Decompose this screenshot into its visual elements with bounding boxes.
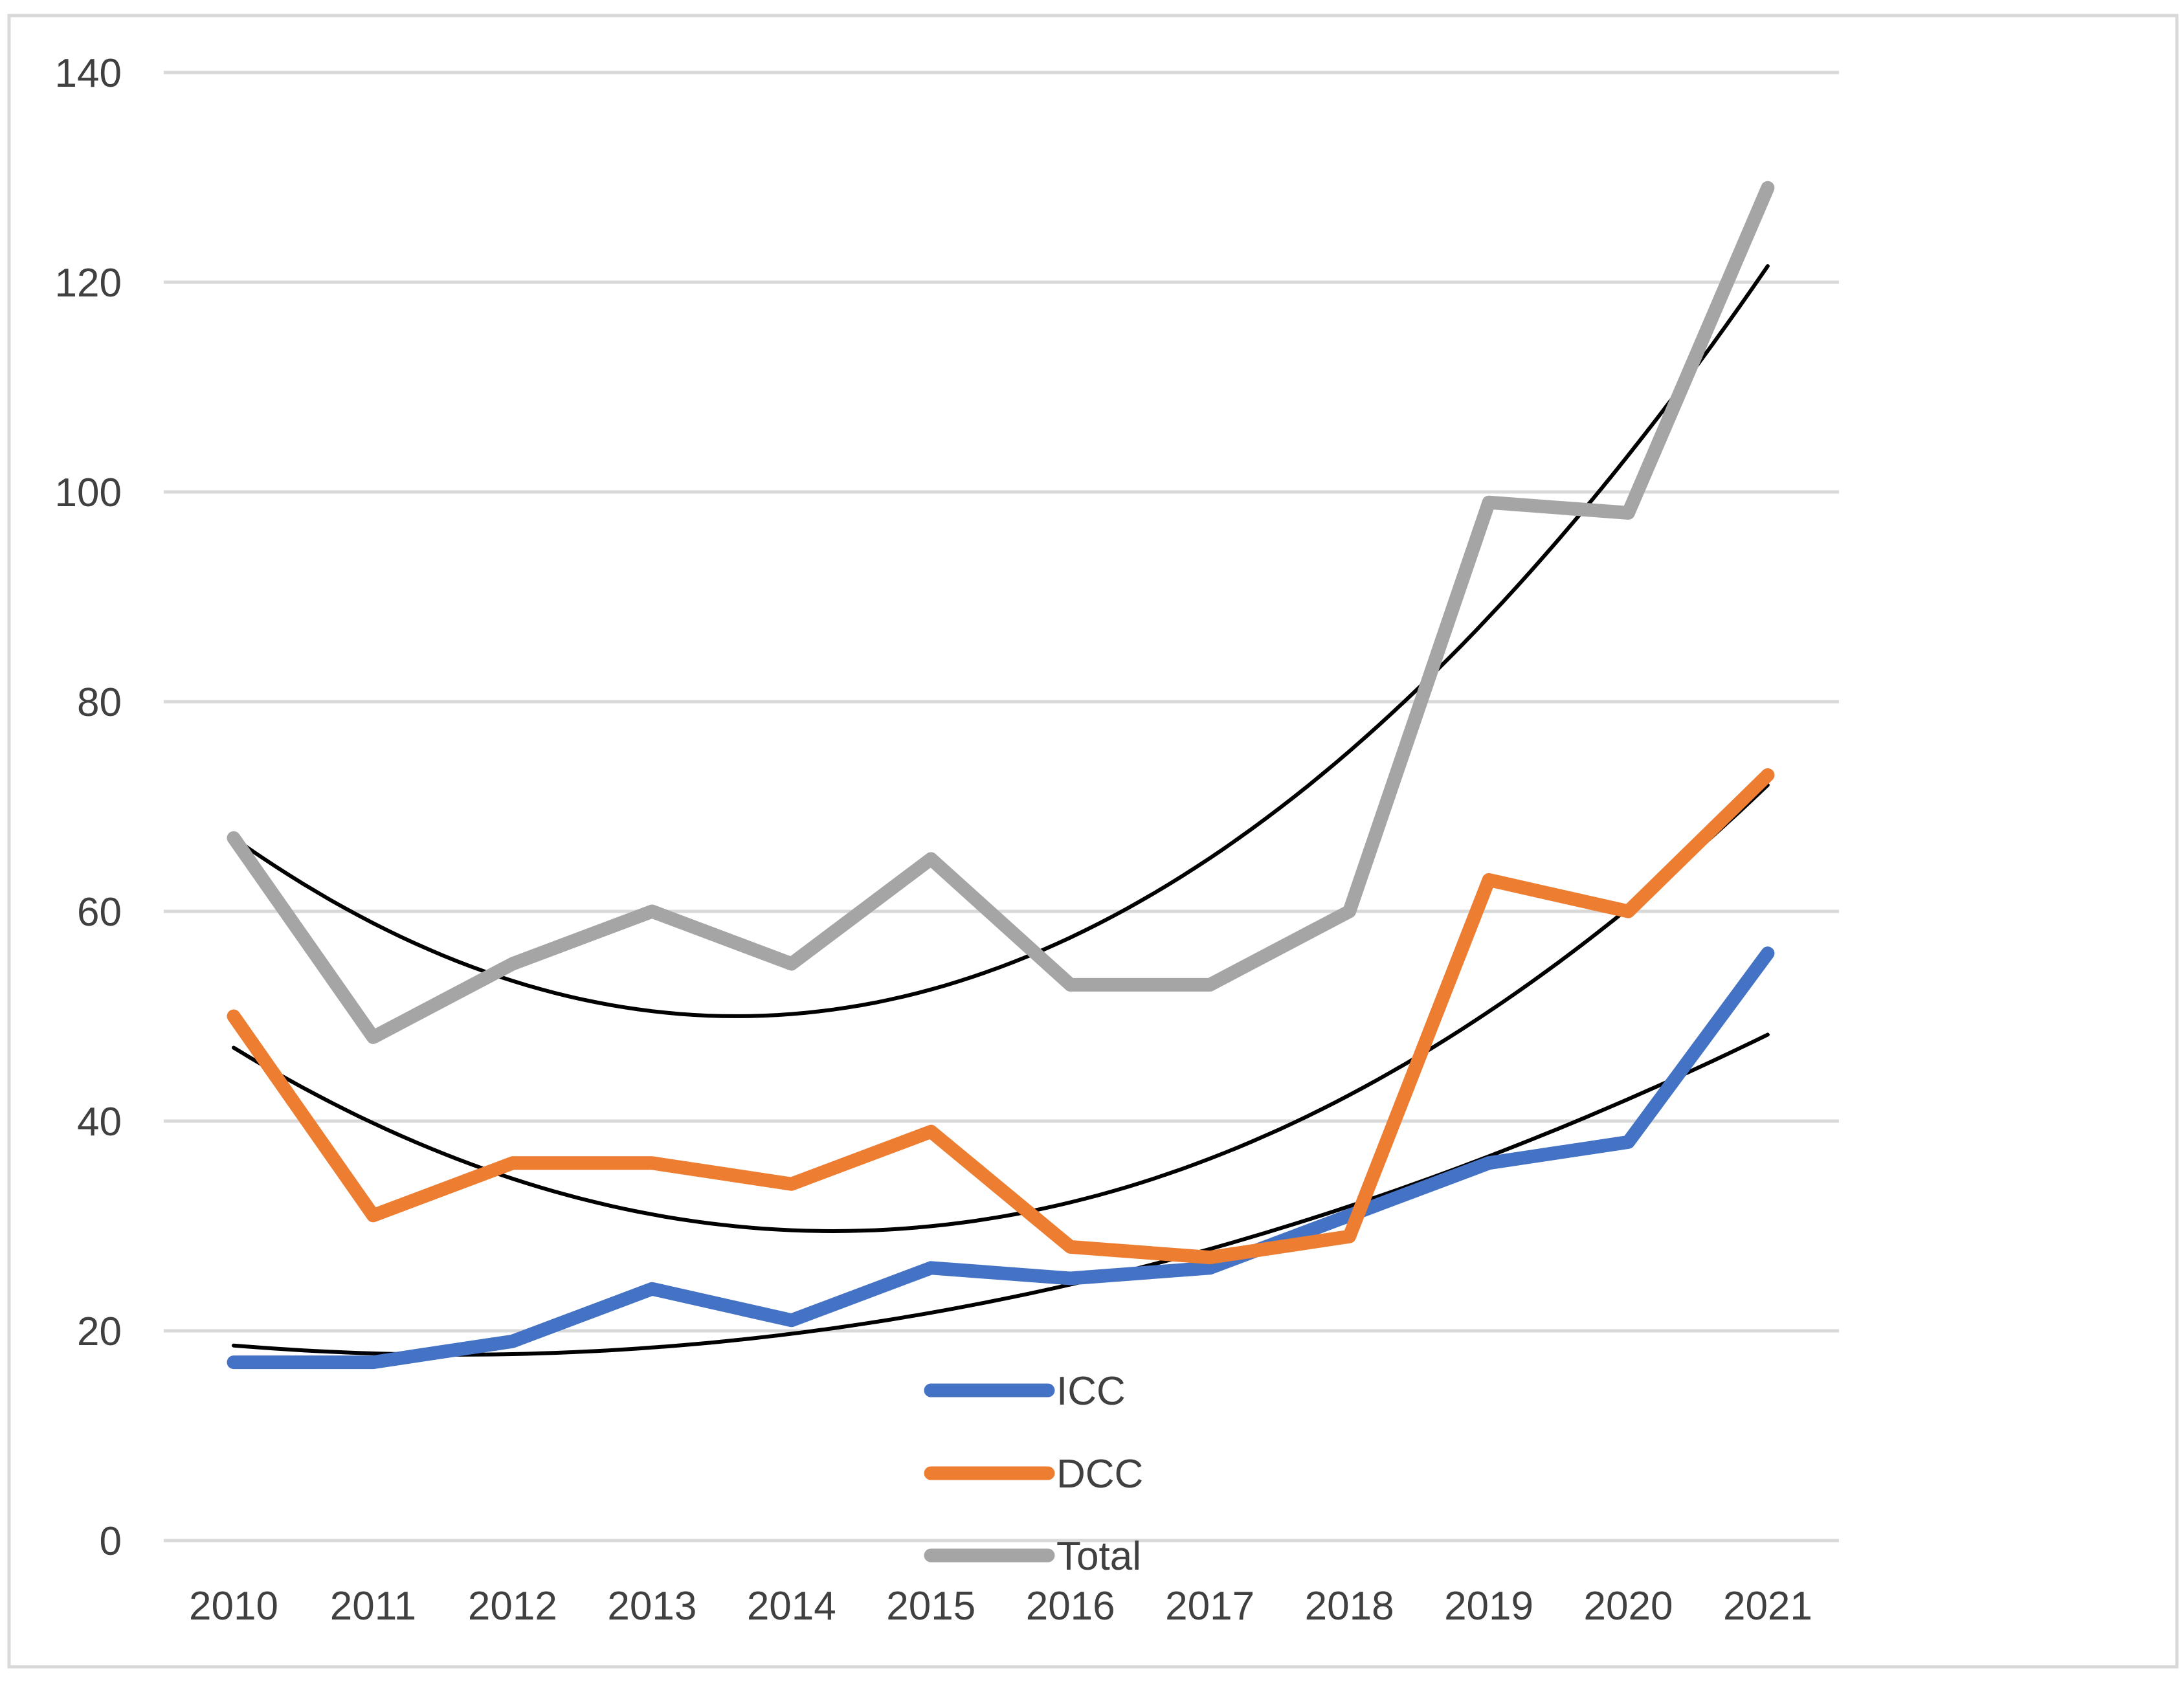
legend: ICC DCC Total <box>924 1369 1143 1579</box>
x-tick-label: 2017 <box>1165 1584 1254 1629</box>
y-tick-label: 80 <box>77 680 122 725</box>
x-tick-label: 2020 <box>1584 1584 1673 1629</box>
trendline-icc <box>232 1032 1770 1357</box>
y-tick-label: 40 <box>77 1100 122 1144</box>
chart-border <box>7 14 2179 1669</box>
x-tick-label: 2010 <box>189 1584 278 1629</box>
legend-label-icc: ICC <box>1056 1369 1126 1414</box>
x-tick-label: 2018 <box>1305 1584 1394 1629</box>
x-tick-label: 2019 <box>1444 1584 1533 1629</box>
x-tick-label: 2014 <box>747 1584 836 1629</box>
gridlines <box>164 71 1839 1542</box>
y-tick-label: 60 <box>77 890 122 935</box>
series-lines <box>227 181 1775 1370</box>
series-line-dcc <box>227 768 1775 1265</box>
series-line-icc <box>227 946 1775 1370</box>
y-tick-label: 100 <box>55 471 122 515</box>
legend-item-total: Total <box>924 1534 1141 1579</box>
legend-item-dcc: DCC <box>924 1452 1143 1497</box>
x-tick-label: 2011 <box>330 1584 416 1629</box>
x-tick-label: 2021 <box>1723 1584 1812 1629</box>
y-tick-label: 20 <box>77 1309 122 1354</box>
x-tick-label: 2015 <box>886 1584 975 1629</box>
y-tick-label: 0 <box>100 1519 122 1564</box>
series-line-total <box>227 181 1775 1044</box>
y-tick-label: 120 <box>55 261 122 306</box>
legend-label-dcc: DCC <box>1056 1452 1143 1497</box>
x-tick-label: 2013 <box>607 1584 696 1629</box>
x-tick-label: 2016 <box>1026 1584 1115 1629</box>
legend-label-total: Total <box>1056 1534 1141 1579</box>
x-tick-label: 2012 <box>468 1584 557 1629</box>
legend-item-icc: ICC <box>924 1369 1126 1414</box>
y-tick-label: 140 <box>55 51 122 96</box>
